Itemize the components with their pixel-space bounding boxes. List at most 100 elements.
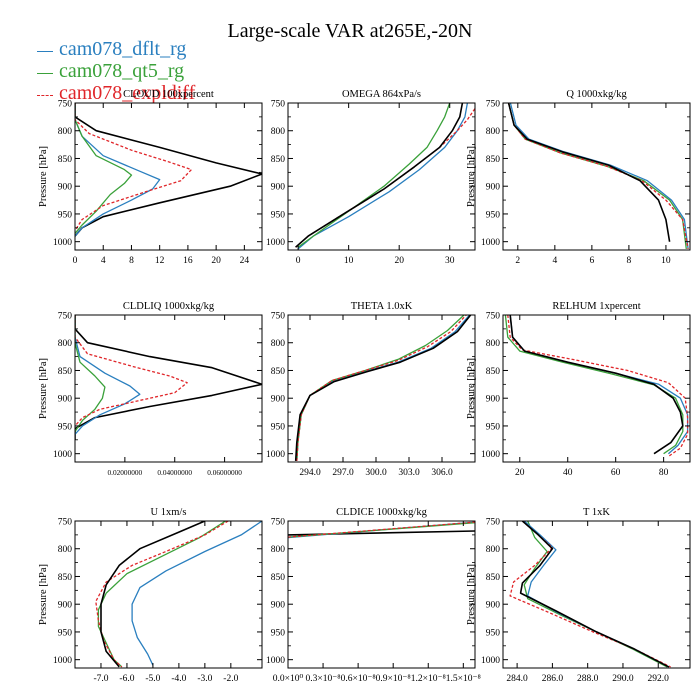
y-tick-label: 1000 — [266, 656, 285, 666]
y-axis-label: Pressure [hPa] — [38, 564, 49, 625]
y-tick-label: 800 — [486, 339, 501, 349]
plot-frame — [74, 314, 263, 463]
series-line-3 — [95, 521, 229, 668]
y-tick-label: 900 — [486, 601, 501, 611]
y-tick-label: 800 — [486, 127, 501, 137]
y-tick-label: 950 — [486, 422, 501, 432]
x-tick-label: 6 — [589, 256, 594, 266]
series-line-4 — [288, 521, 475, 538]
x-tick-label: 0.02000000 — [108, 468, 143, 477]
y-axis-label: Pressure [hPa] — [466, 146, 477, 207]
y-tick-label: 800 — [58, 545, 73, 555]
x-tick-label: 0.3×10⁻⁸ — [306, 674, 341, 684]
x-tick-label: 306.0 — [431, 468, 453, 478]
series-line-3 — [296, 315, 467, 461]
x-tick-label: 292.0 — [648, 674, 670, 684]
x-tick-label: 1.5×10⁻⁸ — [446, 674, 481, 684]
y-tick-label: 800 — [58, 339, 73, 349]
series-line-2 — [297, 103, 451, 248]
x-tick-label: 0 — [73, 256, 78, 266]
series-line-4 — [295, 103, 464, 248]
y-tick-label: 900 — [58, 601, 73, 611]
plot-frame — [502, 520, 691, 669]
plot-frame — [74, 520, 263, 669]
panel-title: CLOUD 100xpercent — [123, 89, 214, 100]
y-tick-label: 900 — [58, 395, 73, 405]
panel-title: Q 1000xkg/kg — [566, 89, 627, 100]
chart-panel-4: 750 800 850 900 950 1000 0.02000000 0.04000000 0… — [38, 301, 263, 477]
y-tick-label: 750 — [486, 312, 501, 322]
x-tick-label: 294.0 — [299, 468, 321, 478]
y-tick-label: 900 — [271, 601, 286, 611]
y-tick-label: 1000 — [481, 450, 500, 460]
x-tick-label: 0.06000000 — [207, 468, 242, 477]
y-tick-label: 750 — [486, 518, 501, 528]
y-tick-label: 950 — [58, 422, 73, 432]
x-tick-label: 303.0 — [398, 468, 420, 478]
y-tick-label: 850 — [271, 573, 286, 583]
x-tick-label: 286.0 — [542, 674, 564, 684]
series-line-3 — [509, 521, 671, 668]
legend-swatch-dflt — [37, 51, 53, 52]
x-tick-label: 0.9×10⁻⁸ — [376, 674, 411, 684]
x-tick-label: 297.0 — [332, 468, 354, 478]
y-tick-label: 900 — [58, 183, 73, 193]
y-tick-label: 900 — [486, 183, 501, 193]
series-line-4 — [294, 315, 472, 461]
y-tick-label: 750 — [486, 100, 501, 110]
y-axis-label: Pressure [hPa] — [38, 358, 49, 419]
x-tick-label: 290.0 — [612, 674, 634, 684]
series-line-4 — [519, 521, 670, 668]
x-tick-label: 0 — [296, 256, 301, 266]
x-tick-label: 4 — [552, 256, 557, 266]
y-axis-label: Pressure [hPa] — [38, 146, 49, 207]
y-tick-label: 1000 — [266, 238, 285, 248]
y-tick-label: 950 — [58, 628, 73, 638]
y-tick-label: 750 — [271, 312, 286, 322]
y-tick-label: 900 — [271, 395, 286, 405]
x-tick-label: 0.6×10⁻⁸ — [341, 674, 376, 684]
x-tick-label: 16 — [183, 256, 193, 266]
chart-panel-7: 750 800 850 900 950 1000 -7.0 -6.0 -5.0 -4.0 -3.0 -… — [38, 507, 263, 684]
x-tick-label: -7.0 — [93, 674, 108, 684]
x-tick-label: 284.0 — [506, 674, 528, 684]
plot-frame — [287, 520, 476, 669]
y-tick-label: 950 — [271, 210, 286, 220]
legend-label-dflt: cam078_dflt_rg — [59, 38, 187, 60]
y-tick-label: 850 — [271, 367, 286, 377]
panel-title: THETA 1.0xK — [351, 301, 413, 312]
panel-title: U 1xm/s — [151, 507, 187, 518]
x-tick-label: 20 — [394, 256, 404, 266]
x-tick-label: 2 — [515, 256, 520, 266]
y-tick-label: 950 — [271, 422, 286, 432]
x-tick-label: 80 — [659, 468, 669, 478]
series-line-3 — [75, 315, 106, 432]
series-line-4 — [75, 103, 193, 231]
chart-panel-8: 750 800 850 900 950 1000 0.0×10⁰ 0.3×10⁻⁸ 0.6×10… — [266, 507, 481, 684]
x-tick-label: -2.0 — [223, 674, 238, 684]
x-tick-label: 8 — [627, 256, 632, 266]
y-tick-label: 850 — [271, 155, 286, 165]
x-tick-label: 0.04000000 — [157, 468, 192, 477]
x-tick-label: 24 — [240, 256, 250, 266]
x-tick-label: 40 — [563, 468, 573, 478]
x-tick-label: 10 — [344, 256, 354, 266]
panel-title: T 1xK — [583, 507, 610, 518]
y-tick-label: 1000 — [53, 450, 72, 460]
chart-panel-2: 750 800 850 900 950 1000 0 10 20 30 OMEGA 864xPa/s — [266, 89, 476, 266]
y-tick-label: 850 — [486, 573, 501, 583]
y-tick-label: 850 — [486, 367, 501, 377]
series-line-4 — [509, 315, 684, 455]
x-tick-label: 4 — [101, 256, 106, 266]
chart-panel-5: 750 800 850 900 950 1000 294.0 297.0 300.0 303.0 3… — [266, 301, 476, 478]
legend-swatch-qt5 — [37, 73, 53, 74]
y-tick-label: 1000 — [53, 656, 72, 666]
y-tick-label: 850 — [58, 573, 73, 583]
plot-frame — [502, 102, 691, 251]
y-tick-label: 900 — [271, 183, 286, 193]
panel-title: OMEGA 864xPa/s — [342, 89, 421, 100]
y-tick-label: 800 — [271, 545, 286, 555]
y-tick-label: 750 — [58, 100, 73, 110]
y-tick-label: 850 — [58, 367, 73, 377]
